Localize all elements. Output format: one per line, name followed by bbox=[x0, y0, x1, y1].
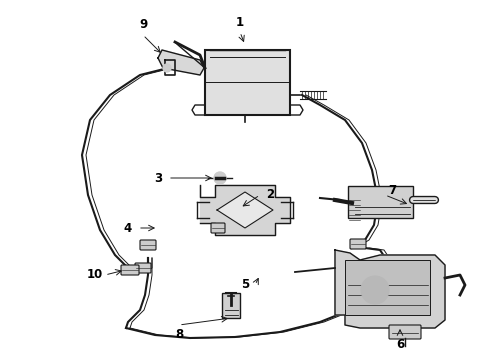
FancyBboxPatch shape bbox=[121, 265, 139, 275]
Text: 7: 7 bbox=[388, 184, 396, 197]
FancyBboxPatch shape bbox=[348, 186, 413, 218]
Text: 10: 10 bbox=[87, 269, 103, 282]
Text: 6: 6 bbox=[396, 338, 404, 351]
Polygon shape bbox=[200, 185, 290, 235]
Text: 1: 1 bbox=[236, 15, 244, 28]
Circle shape bbox=[214, 172, 226, 184]
Text: 3: 3 bbox=[154, 171, 162, 184]
FancyBboxPatch shape bbox=[389, 325, 421, 339]
Polygon shape bbox=[217, 192, 273, 228]
Text: 2: 2 bbox=[266, 189, 274, 202]
FancyBboxPatch shape bbox=[222, 293, 240, 318]
Text: 5: 5 bbox=[241, 279, 249, 292]
Circle shape bbox=[163, 64, 171, 72]
Polygon shape bbox=[335, 250, 445, 328]
FancyBboxPatch shape bbox=[345, 260, 430, 315]
FancyBboxPatch shape bbox=[211, 223, 225, 233]
FancyBboxPatch shape bbox=[135, 263, 151, 273]
Circle shape bbox=[361, 276, 389, 304]
Text: 8: 8 bbox=[175, 328, 183, 342]
Text: 4: 4 bbox=[124, 221, 132, 234]
FancyBboxPatch shape bbox=[205, 50, 290, 115]
FancyBboxPatch shape bbox=[350, 239, 366, 249]
Text: 9: 9 bbox=[139, 18, 147, 31]
FancyBboxPatch shape bbox=[140, 240, 156, 250]
Polygon shape bbox=[158, 50, 204, 75]
